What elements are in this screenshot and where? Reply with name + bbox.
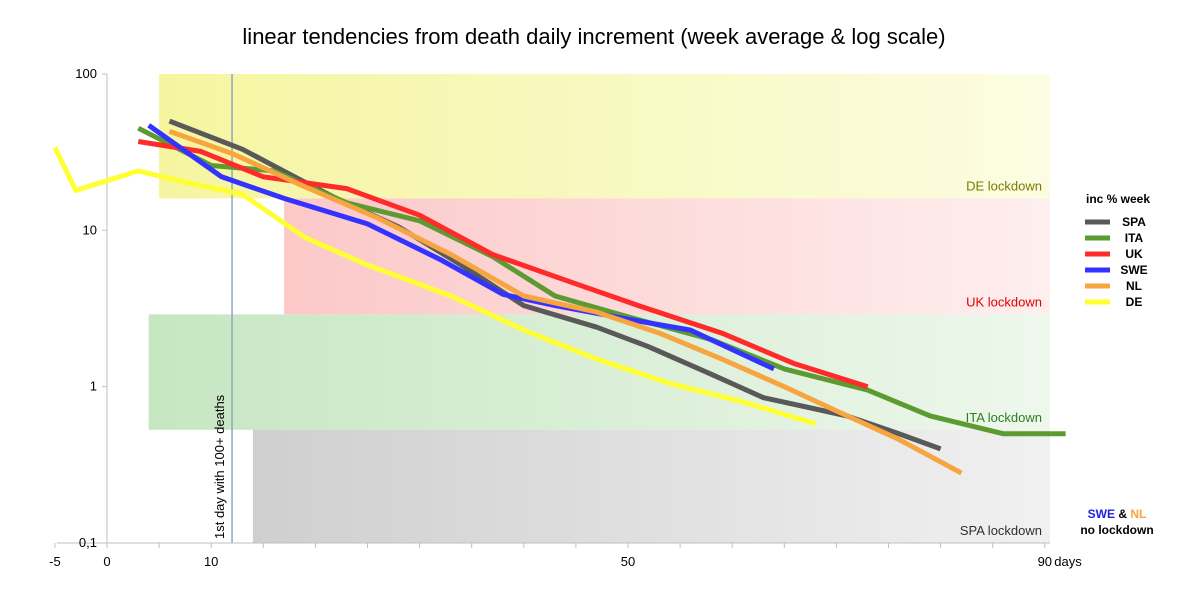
- first-day-marker-label: 1st day with 100+ deaths: [212, 394, 227, 539]
- legend-label: UK: [1125, 247, 1143, 261]
- series-lines: [52, 118, 1066, 476]
- series-line-uk: [137, 139, 869, 390]
- legend-title: inc % week: [1086, 192, 1150, 206]
- lockdown-band-label: DE lockdown: [966, 178, 1042, 193]
- legend-label: NL: [1126, 279, 1142, 293]
- note-amp: &: [1115, 507, 1130, 521]
- note-line-1: SWE & NL: [1088, 507, 1147, 521]
- x-tick-label: 10: [204, 554, 218, 569]
- lockdown-band-label: SPA lockdown: [960, 523, 1042, 538]
- lockdown-band-label: UK lockdown: [966, 294, 1042, 309]
- lockdown-band: [159, 74, 1051, 199]
- note-line-2: no lockdown: [1080, 523, 1153, 537]
- legend-label: SPA: [1122, 215, 1146, 229]
- x-tick-label: 50: [621, 554, 635, 569]
- note-swe: SWE: [1088, 507, 1115, 521]
- x-tick-label: -5: [49, 554, 61, 569]
- lockdown-band: [148, 314, 1050, 430]
- y-tick-label: 0,1: [79, 535, 97, 550]
- series-line-de: [52, 146, 817, 427]
- x-axis-title: days: [1054, 554, 1082, 569]
- y-tick-label: 10: [83, 222, 97, 237]
- y-tick-label: 100: [75, 66, 97, 81]
- lockdown-band-label: ITA lockdown: [966, 410, 1042, 425]
- note-nl: NL: [1130, 507, 1146, 521]
- legend: inc % week SPA ITA UK SWE NL DE: [1085, 192, 1150, 309]
- legend-label: SWE: [1120, 263, 1147, 277]
- series-line-nl: [168, 128, 963, 476]
- no-lockdown-note: SWE & NL no lockdown: [1080, 507, 1153, 537]
- x-tick-label: 0: [103, 554, 110, 569]
- x-tick-label: 90: [1038, 554, 1052, 569]
- chart-title: linear tendencies from death daily incre…: [242, 24, 945, 49]
- y-tick-label: 1: [90, 379, 97, 394]
- axes: -5 0 10 50 90 days 100 10 1 0,1: [49, 66, 1082, 569]
- legend-label: DE: [1126, 295, 1143, 309]
- lockdown-bands: DE lockdown UK lockdown ITA lockdown SPA lo…: [148, 74, 1051, 543]
- legend-label: ITA: [1125, 231, 1144, 245]
- series-line-swe: [147, 123, 775, 372]
